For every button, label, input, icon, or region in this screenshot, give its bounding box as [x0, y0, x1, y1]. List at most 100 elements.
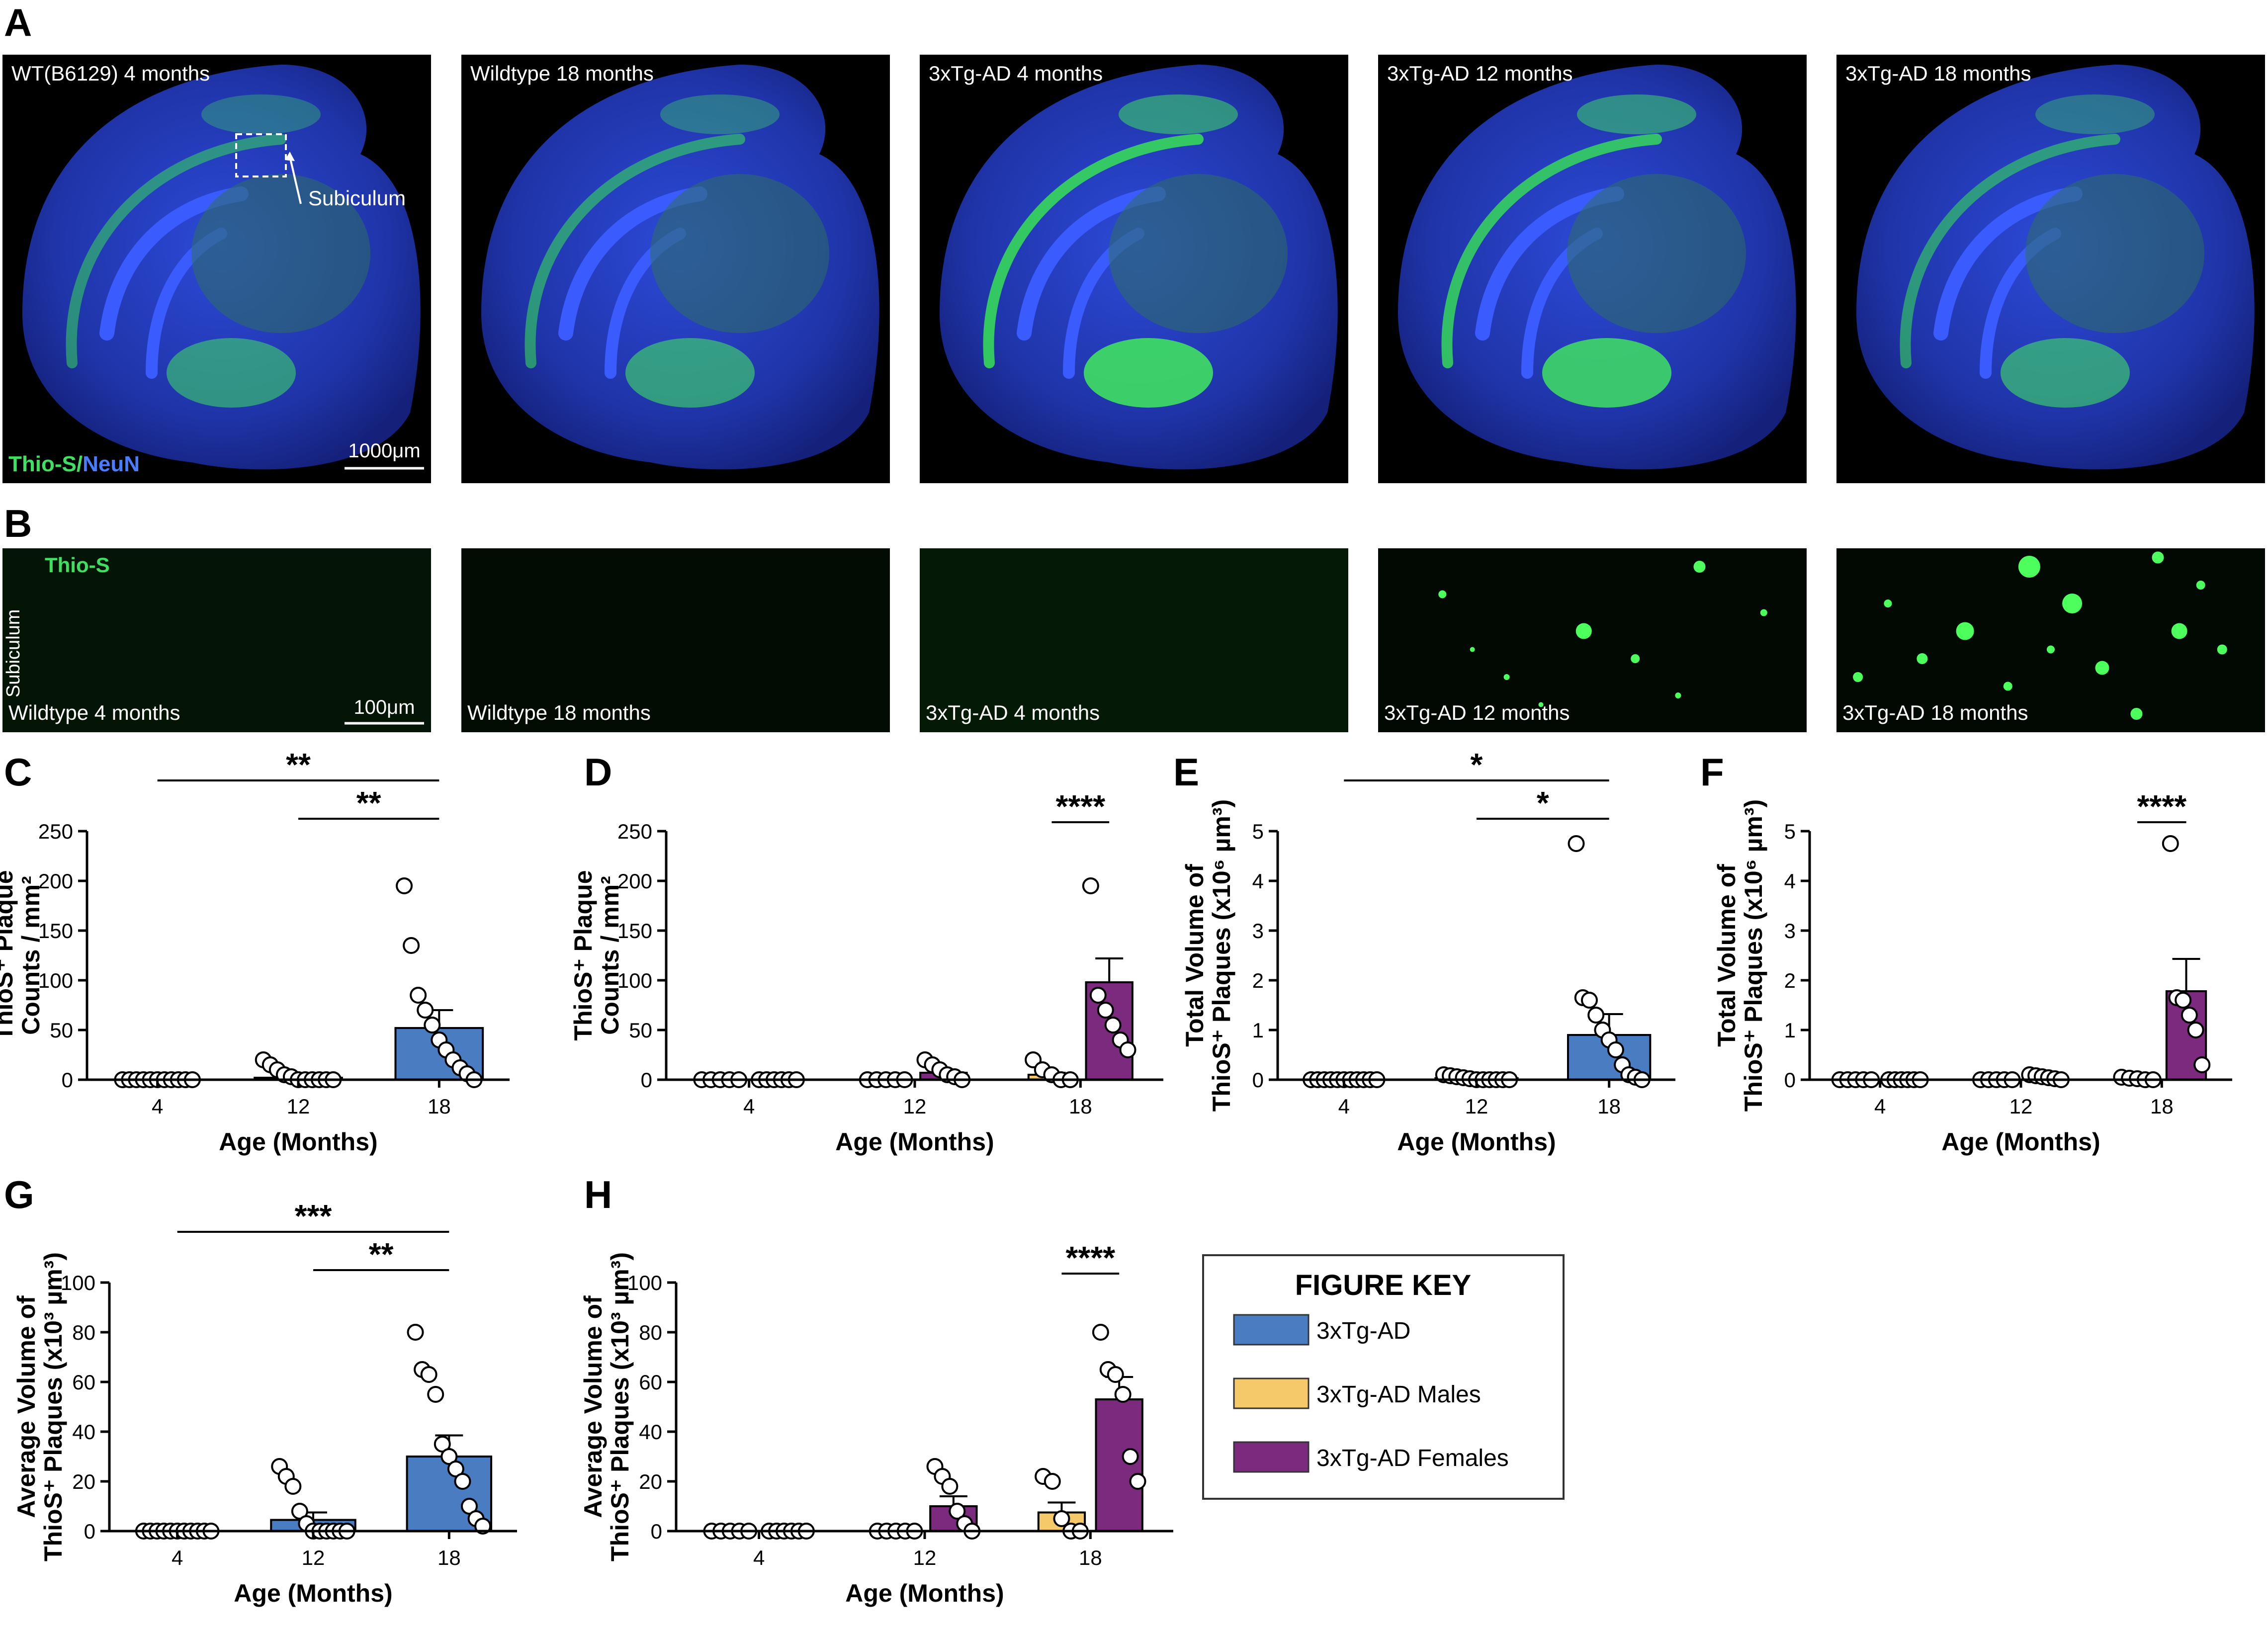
- plaque: [1631, 654, 1640, 663]
- y-tick-label: 4: [1784, 869, 1796, 893]
- thalamus-region: [2025, 174, 2204, 333]
- data-point: [1119, 1041, 1136, 1058]
- sig-label: ****: [2137, 788, 2187, 824]
- x-tick-label: 12: [913, 1546, 937, 1569]
- sig-label: *: [1471, 747, 1483, 782]
- tissue-signal: [1836, 548, 2265, 732]
- y-tick-label: 60: [72, 1371, 95, 1394]
- y-tick-label: 50: [50, 1019, 73, 1042]
- y-label-line2: Counts / mm²: [596, 876, 624, 1034]
- data-point: [1114, 1386, 1132, 1403]
- plaque: [1675, 692, 1681, 698]
- subiculum-bg: [920, 548, 1348, 732]
- data-point: [1104, 1017, 1122, 1033]
- y-tick-label: 1: [1784, 1019, 1796, 1042]
- x-tick-label: 12: [1465, 1095, 1488, 1118]
- y-label-line2: ThioS⁺ Plaques (x10³ µm³): [606, 1252, 634, 1561]
- y-axis-label: Total Volume ofThioS⁺ Plaques (x10⁶ µm³): [1181, 799, 1235, 1112]
- data-point: [2175, 992, 2192, 1009]
- chart-d: 0 50 100 150 200 250 4 12 18 Age (Months) ThioS⁺ P…: [569, 788, 1163, 1156]
- plaque: [1470, 647, 1475, 652]
- data-point: [1580, 992, 1598, 1009]
- x-axis-label: Age (Months): [1397, 1128, 1556, 1156]
- brain-label-3: 3xTg-AD 12 months: [1387, 62, 1573, 85]
- data-point: [454, 1473, 471, 1490]
- x-tick-label: 4: [172, 1546, 183, 1569]
- x-tick-label: 4: [152, 1095, 163, 1118]
- tissue-signal: [2, 548, 431, 732]
- y-label-line2: ThioS⁺ Plaques (x10⁶ µm³): [1740, 799, 1767, 1112]
- brain-label-0: WT(B6129) 4 months: [11, 62, 210, 85]
- y-tick-label: 50: [629, 1019, 652, 1042]
- panel-label-d: D: [584, 750, 612, 794]
- data-point: [420, 1366, 437, 1383]
- panel-label-g: G: [4, 1173, 34, 1216]
- scale-label: 1000μm: [348, 440, 420, 462]
- legend-swatch-females: [1233, 1441, 1309, 1473]
- plaque: [2217, 644, 2227, 655]
- bar: [1095, 1398, 1143, 1532]
- data-point: [2187, 1022, 2204, 1038]
- y-label-line1: ThioS⁺ Plaque: [569, 870, 597, 1040]
- x-tick-label: 12: [2009, 1095, 2033, 1118]
- x-tick-label: 18: [1079, 1546, 1102, 1569]
- panel-label-e: E: [1173, 750, 1199, 794]
- hippocampus-band: [1900, 134, 2120, 368]
- y-tick-label: 80: [639, 1321, 662, 1344]
- panel-label-a: A: [4, 0, 32, 44]
- sig-label: ****: [1066, 1240, 1116, 1276]
- chart-h: 0 20 40 60 80 100 4 12 18 Age (Months) Average Vol…: [579, 1240, 1173, 1607]
- y-tick-label: 0: [62, 1068, 73, 1092]
- y-tick-label: 40: [72, 1420, 95, 1444]
- plaque: [2171, 623, 2187, 639]
- amygdala-region: [625, 338, 755, 408]
- figure-key: FIGURE KEY 3xTg-AD 3xTg-AD Males 3xTg-AD…: [1202, 1254, 1565, 1500]
- data-point: [410, 987, 427, 1004]
- y-tick-label: 100: [617, 969, 652, 992]
- subiculum-arrow: [289, 156, 302, 204]
- subiculum-bg: [461, 548, 890, 732]
- y-tick-label: 150: [617, 919, 652, 943]
- sig-label: **: [356, 785, 381, 821]
- cortex-signal: [2035, 94, 2155, 134]
- dentate-gyrus: [1933, 186, 2083, 341]
- stain-slash: /: [77, 452, 83, 476]
- data-point: [403, 937, 420, 954]
- y-tick-label: 1: [1252, 1019, 1264, 1042]
- x-axis-label: Age (Months): [845, 1579, 1004, 1607]
- y-tick-label: 0: [651, 1520, 662, 1543]
- data-point: [2193, 1056, 2211, 1073]
- plaque: [2062, 594, 2083, 613]
- region-label: Subiculum: [3, 609, 24, 697]
- brain-section-4: 3xTg-AD 18 months: [1836, 55, 2265, 483]
- panel-label-b: B: [4, 502, 32, 545]
- panel-label-h: H: [584, 1173, 612, 1216]
- y-tick-label: 100: [61, 1271, 95, 1294]
- amygdala-region: [167, 338, 296, 408]
- legend-label-3xtg: 3xTg-AD: [1316, 1318, 1410, 1344]
- y-label-line1: Average Volume of: [12, 1295, 40, 1518]
- hippocampus-band: [66, 134, 286, 368]
- y-tick-label: 60: [639, 1371, 662, 1394]
- subiculum-label-1: Wildtype 18 months: [467, 701, 651, 724]
- data-point: [2162, 835, 2179, 852]
- plaque: [2047, 645, 2055, 654]
- stain-neun: NeuN: [83, 452, 140, 476]
- data-point: [1129, 1473, 1146, 1490]
- y-tick-label: 20: [72, 1470, 95, 1493]
- data-point: [1568, 835, 1585, 852]
- data-point: [1122, 1448, 1139, 1465]
- plaque: [1503, 674, 1510, 680]
- tissue-signal: [461, 548, 890, 732]
- x-tick-label: 12: [903, 1095, 927, 1118]
- x-tick-label: 4: [753, 1546, 765, 1569]
- x-tick-label: 18: [437, 1546, 461, 1569]
- data-point: [1053, 1510, 1070, 1527]
- y-label-line1: Total Volume of: [1181, 864, 1209, 1047]
- stain-label: Thio-S: [45, 553, 110, 577]
- data-point: [1097, 1002, 1114, 1019]
- amygdala-region: [1084, 338, 1213, 408]
- data-point: [284, 1478, 302, 1495]
- legend-label-females: 3xTg-AD Females: [1316, 1445, 1509, 1471]
